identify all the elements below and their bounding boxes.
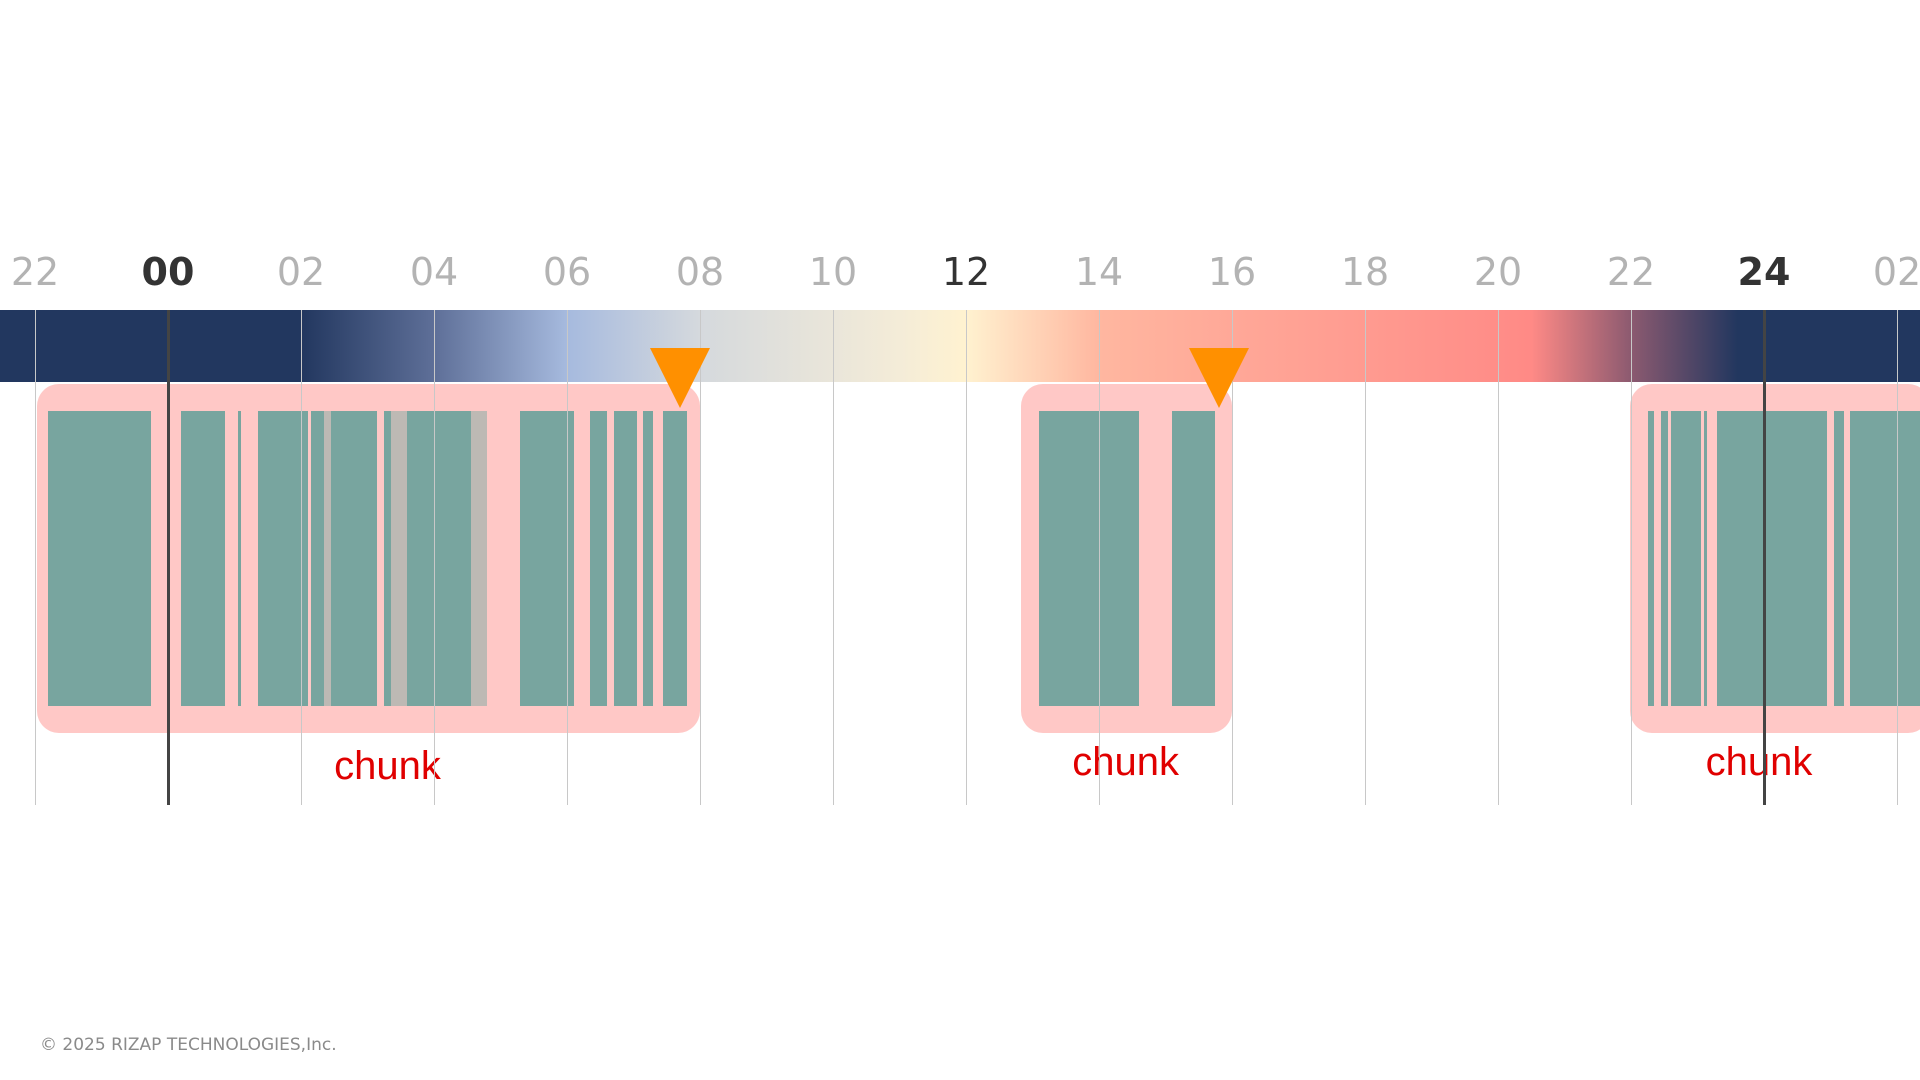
hour-label: 10 xyxy=(808,250,858,294)
sleep-segment xyxy=(407,411,471,706)
hour-label: 12 xyxy=(941,250,991,294)
hour-gridline xyxy=(35,310,36,805)
hour-label: 02 xyxy=(276,250,326,294)
hour-gridline xyxy=(1365,310,1366,805)
hour-gridline xyxy=(301,310,302,805)
awake-segment xyxy=(390,411,408,706)
hour-gridline xyxy=(1897,310,1898,805)
hour-label: 02 xyxy=(1872,250,1920,294)
hour-gridline xyxy=(434,310,435,805)
hour-gridline xyxy=(1763,310,1766,805)
daylight-gradient-band xyxy=(0,310,1920,382)
sleep-segment xyxy=(590,411,607,706)
chunk-label: chunk xyxy=(1705,740,1813,784)
wake-marker-icon xyxy=(1188,348,1249,408)
sleep-segment xyxy=(663,411,687,706)
hour-label: 08 xyxy=(675,250,725,294)
hour-gridline xyxy=(167,310,170,805)
sleep-segment xyxy=(1647,411,1655,706)
sleep-segment xyxy=(237,411,242,706)
sleep-segment xyxy=(1670,411,1701,706)
sleep-segment xyxy=(1850,411,1920,706)
sleep-segment xyxy=(181,411,225,706)
sleep-segment xyxy=(520,411,574,706)
sleep-segment xyxy=(1717,411,1828,706)
awake-segment xyxy=(470,411,488,706)
hour-gridline xyxy=(1631,310,1632,805)
sleep-segment xyxy=(310,411,325,706)
hour-label: 22 xyxy=(10,250,60,294)
hour-gridline xyxy=(1099,310,1100,805)
hour-label: 00 xyxy=(141,250,195,294)
sleep-segment xyxy=(330,411,378,706)
hour-gridline xyxy=(966,310,967,805)
sleep-segment xyxy=(613,411,637,706)
sleep-segment xyxy=(1039,411,1139,706)
hour-label: 18 xyxy=(1340,250,1390,294)
sleep-segment xyxy=(643,411,654,706)
sleep-segment xyxy=(1172,411,1216,706)
hour-gridline xyxy=(833,310,834,805)
sleep-segment xyxy=(384,411,391,706)
sleep-segment xyxy=(1660,411,1668,706)
hour-gridline xyxy=(1232,310,1233,805)
hour-gridline xyxy=(1498,310,1499,805)
hour-label: 20 xyxy=(1473,250,1523,294)
awake-segment xyxy=(324,411,331,706)
chunk-label: chunk xyxy=(334,744,441,788)
chunk-label: chunk xyxy=(1072,740,1179,784)
hour-label: 24 xyxy=(1737,250,1791,294)
hour-gridline xyxy=(700,310,701,805)
hour-label: 04 xyxy=(409,250,459,294)
hour-label: 06 xyxy=(542,250,592,294)
copyright-footer: © 2025 RIZAP TECHNOLOGIES,Inc. xyxy=(40,1035,337,1055)
hour-label: 22 xyxy=(1606,250,1656,294)
hour-gridline xyxy=(567,310,568,805)
wake-marker-icon xyxy=(650,348,711,408)
sleep-segment xyxy=(257,411,308,706)
hour-label: 14 xyxy=(1074,250,1124,294)
sleep-segment xyxy=(1833,411,1844,706)
sleep-segment xyxy=(48,411,152,706)
hour-label: 16 xyxy=(1207,250,1257,294)
sleep-segment xyxy=(1704,411,1708,706)
